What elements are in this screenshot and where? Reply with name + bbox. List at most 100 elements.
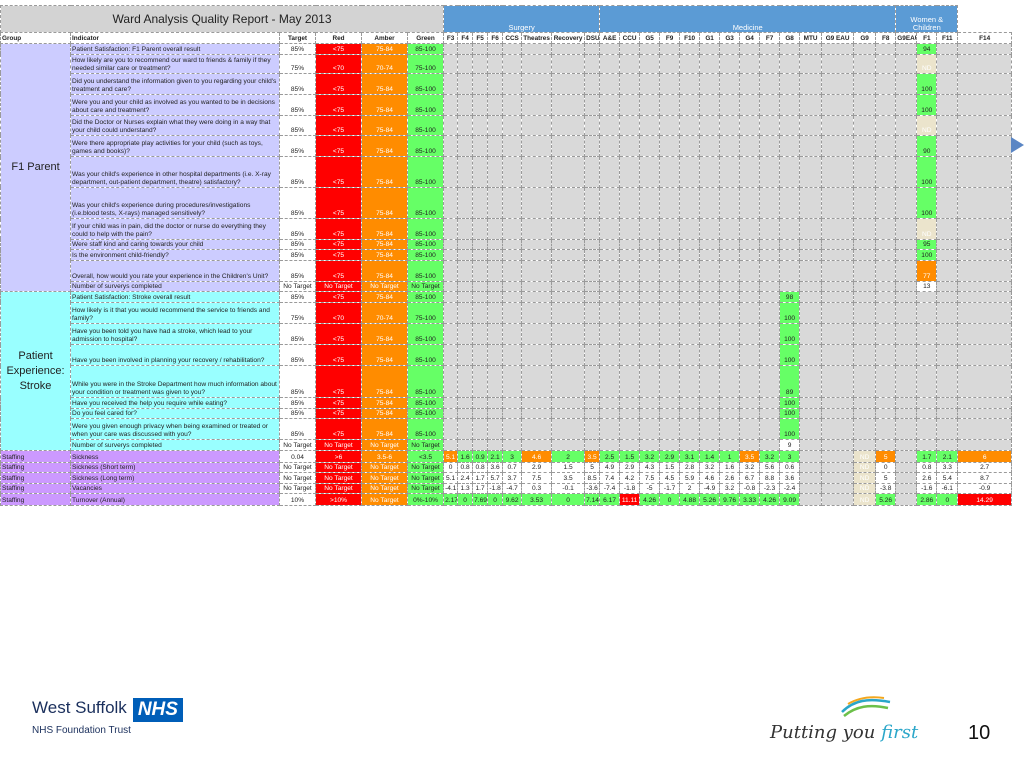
- green-threshold-cell: No Target: [406, 461, 445, 474]
- ward-empty-cell: [853, 186, 877, 220]
- ward-empty-cell: [799, 407, 823, 420]
- ward-empty-cell: [619, 186, 641, 220]
- ward-value-cell: -4.9: [699, 482, 721, 495]
- ward-empty-cell: [739, 280, 761, 293]
- ward-empty-cell: [957, 43, 1012, 55]
- ward-empty-cell: [639, 344, 661, 367]
- ward-empty-cell: [821, 472, 855, 484]
- ward-value-cell: -2.3: [759, 482, 781, 495]
- ward-empty-cell: [799, 323, 823, 346]
- ward-value-cell: 2.17: [443, 493, 459, 506]
- ward-empty-cell: [619, 291, 641, 303]
- ward-empty-cell: [821, 134, 855, 158]
- ward-empty-cell: [599, 249, 621, 261]
- ward-empty-cell: [916, 397, 938, 409]
- ward-empty-cell: [584, 43, 601, 55]
- table-row: Staffing Sickness (Long term) No Target No …: [0, 472, 1012, 484]
- ward-empty-cell: [551, 323, 586, 346]
- ward-empty-cell: [853, 259, 877, 282]
- ward-empty-cell: [639, 365, 661, 399]
- ward-empty-cell: [936, 280, 959, 293]
- ward-empty-cell: [521, 259, 553, 282]
- ward-empty-cell: [936, 439, 959, 451]
- ward-value-cell: ND: [853, 482, 877, 495]
- ward-empty-cell: [936, 134, 959, 158]
- ward-empty-cell: [472, 186, 489, 220]
- ward-value-cell: -0.8: [739, 482, 761, 495]
- ward-value-cell: 7.14: [584, 493, 601, 506]
- ward-value-cell: 100: [916, 93, 938, 116]
- indicator-cell: Number of surverys completed: [70, 280, 280, 293]
- ward-value-cell: 0: [551, 493, 586, 506]
- ward-empty-cell: [759, 249, 781, 261]
- ward-empty-cell: [679, 365, 701, 399]
- ward-empty-cell: [659, 344, 681, 367]
- indicator-cell: While you were in the Stroke Department …: [70, 365, 280, 399]
- ward-empty-cell: [599, 344, 621, 367]
- ward-value-cell: 7.4: [599, 472, 621, 484]
- ward-empty-cell: [799, 301, 823, 325]
- target-cell: 85%: [279, 93, 316, 116]
- slogan-text: Putting you: [770, 722, 882, 743]
- ward-empty-cell: [779, 53, 801, 74]
- ward-empty-cell: [719, 249, 741, 261]
- ward-empty-cell: [957, 323, 1012, 346]
- ward-empty-cell: [759, 93, 781, 116]
- ward-empty-cell: [719, 218, 741, 240]
- table-row: Did the Doctor or Nurses explain what th…: [1, 114, 1012, 136]
- ward-empty-cell: [936, 72, 959, 95]
- ward-empty-cell: [599, 114, 621, 136]
- ward-empty-cell: [487, 53, 504, 74]
- ward-empty-cell: [895, 93, 918, 116]
- ward-value-cell: 2.6: [916, 472, 938, 484]
- ward-empty-cell: [521, 280, 553, 293]
- ward-value-cell: 1.3: [457, 482, 474, 495]
- ward-value-cell: -3.6: [584, 482, 601, 495]
- ward-empty-cell: [916, 301, 938, 325]
- ward-empty-cell: [821, 114, 855, 136]
- ward-empty-cell: [821, 344, 855, 367]
- ward-empty-cell: [875, 418, 897, 441]
- ward-empty-cell: [639, 418, 661, 441]
- ward-value-cell: 3: [779, 449, 801, 463]
- table-row: Staffing Sickness 0.04 >6 3.5-6 <3.5 5.1 1.6 0.9…: [0, 449, 1012, 463]
- indicator-cell: Were there appropriate play activities f…: [70, 134, 280, 158]
- ward-empty-cell: [457, 186, 474, 220]
- ward-empty-cell: [875, 323, 897, 346]
- ward-value-cell: 3: [502, 449, 523, 463]
- table-row: F1 Parent Patient Satisfaction: F1 Parent…: [0, 43, 1012, 293]
- ward-empty-cell: [639, 156, 661, 188]
- ward-empty-cell: [799, 43, 823, 55]
- ward-empty-cell: [443, 43, 459, 55]
- ward-empty-cell: [639, 186, 661, 220]
- ward-empty-cell: [895, 72, 918, 95]
- table-row: How likely is it that you would recommen…: [1, 301, 1012, 325]
- red-threshold-cell: <75: [315, 407, 362, 420]
- ward-empty-cell: [759, 134, 781, 158]
- ward-empty-cell: [551, 301, 586, 325]
- ward-value-cell: -0.9: [957, 482, 1012, 495]
- ward-empty-cell: [443, 249, 459, 261]
- ward-empty-cell: [443, 238, 459, 251]
- ward-empty-cell: [551, 291, 586, 303]
- ward-empty-cell: [551, 439, 586, 451]
- ward-empty-cell: [875, 259, 897, 282]
- ward-empty-cell: [739, 93, 761, 116]
- ward-empty-cell: [551, 259, 586, 282]
- ward-empty-cell: [799, 449, 823, 463]
- ward-empty-cell: [719, 156, 741, 188]
- red-threshold-cell: <75: [315, 43, 362, 55]
- amber-threshold-cell: 75-84: [361, 93, 408, 116]
- indicator-cell: Were you and your child as involved as y…: [70, 93, 280, 116]
- ward-empty-cell: [957, 344, 1012, 367]
- ward-empty-cell: [957, 114, 1012, 136]
- ward-empty-cell: [487, 72, 504, 95]
- ward-empty-cell: [487, 397, 504, 409]
- target-cell: 85%: [279, 397, 316, 409]
- green-threshold-cell: 0%-10%: [406, 493, 445, 506]
- green-threshold-cell: 85-100: [406, 323, 445, 346]
- green-threshold-cell: No Target: [406, 280, 445, 293]
- ward-empty-cell: [619, 114, 641, 136]
- ward-empty-cell: [699, 53, 721, 74]
- green-threshold-cell: 85-100: [406, 114, 445, 136]
